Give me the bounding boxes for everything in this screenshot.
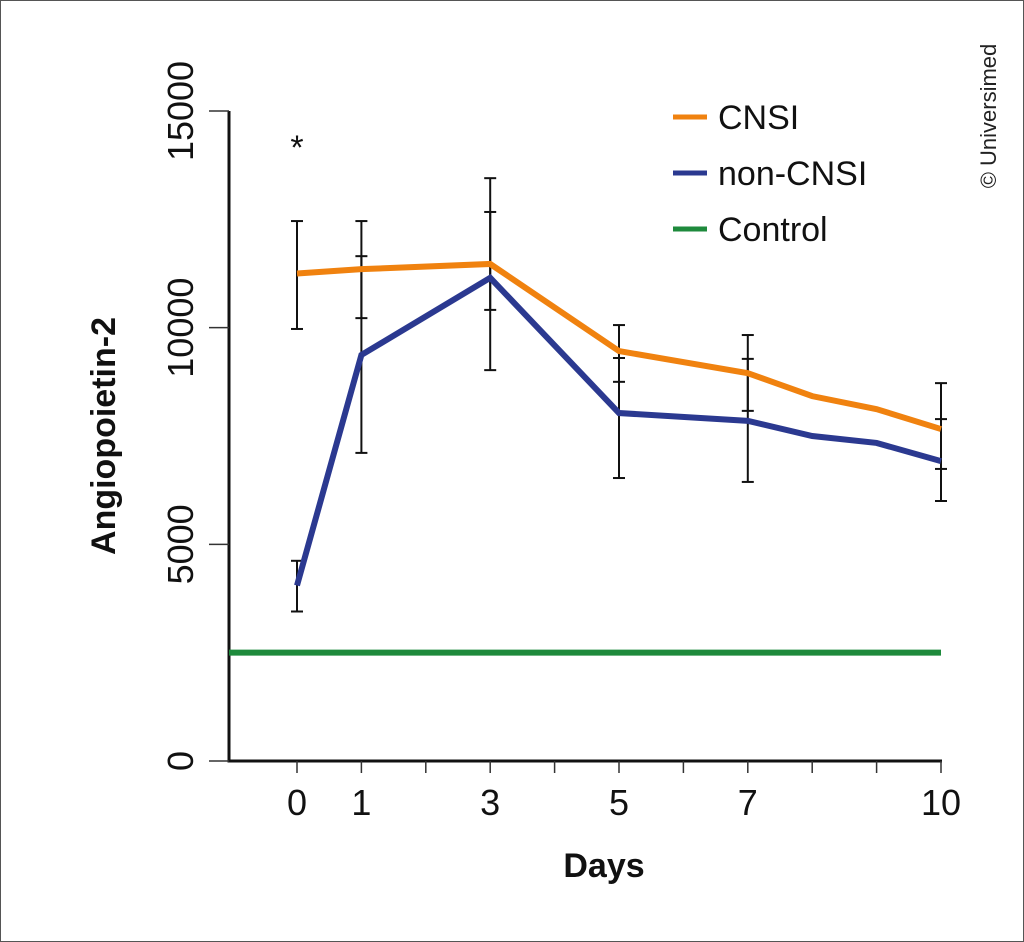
legend-item: non-CNSI — [673, 155, 867, 193]
legend-item: Control — [673, 211, 828, 249]
significance-annotation: * — [290, 129, 303, 167]
x-tick-label: 10 — [921, 782, 961, 823]
x-axis-label: Days — [563, 847, 644, 885]
error-bar — [613, 357, 625, 480]
y-tick-label: 10000 — [160, 278, 201, 378]
legend-label: CNSI — [718, 99, 799, 137]
legend-item: CNSI — [673, 99, 799, 137]
legend-label: non-CNSI — [718, 155, 867, 193]
y-tick-label: 0 — [160, 751, 201, 771]
x-tick-label: 1 — [351, 782, 371, 823]
y-axis-label: Angiopoietin-2 — [85, 317, 123, 555]
x-tick-label: 0 — [287, 782, 307, 823]
legend: CNSI non-CNSI Control — [673, 99, 867, 249]
error-bar — [291, 220, 303, 330]
error-bar — [484, 177, 497, 372]
series-line-cnsi — [296, 260, 942, 432]
x-tick-label: 5 — [609, 782, 629, 823]
copyright-text: © Universimed — [976, 44, 1001, 189]
error-bars — [291, 177, 947, 613]
y-tick-label: 5000 — [160, 504, 201, 584]
axes: 0 5000 10000 15000 0 1 3 5 7 10 — [160, 61, 961, 823]
x-tick-label: 3 — [480, 782, 500, 823]
legend-label: Control — [718, 211, 828, 249]
series-line-non-cnsi — [294, 274, 942, 587]
y-tick-label: 15000 — [160, 61, 201, 161]
x-tick-label: 7 — [738, 782, 758, 823]
series-lines — [229, 260, 942, 656]
